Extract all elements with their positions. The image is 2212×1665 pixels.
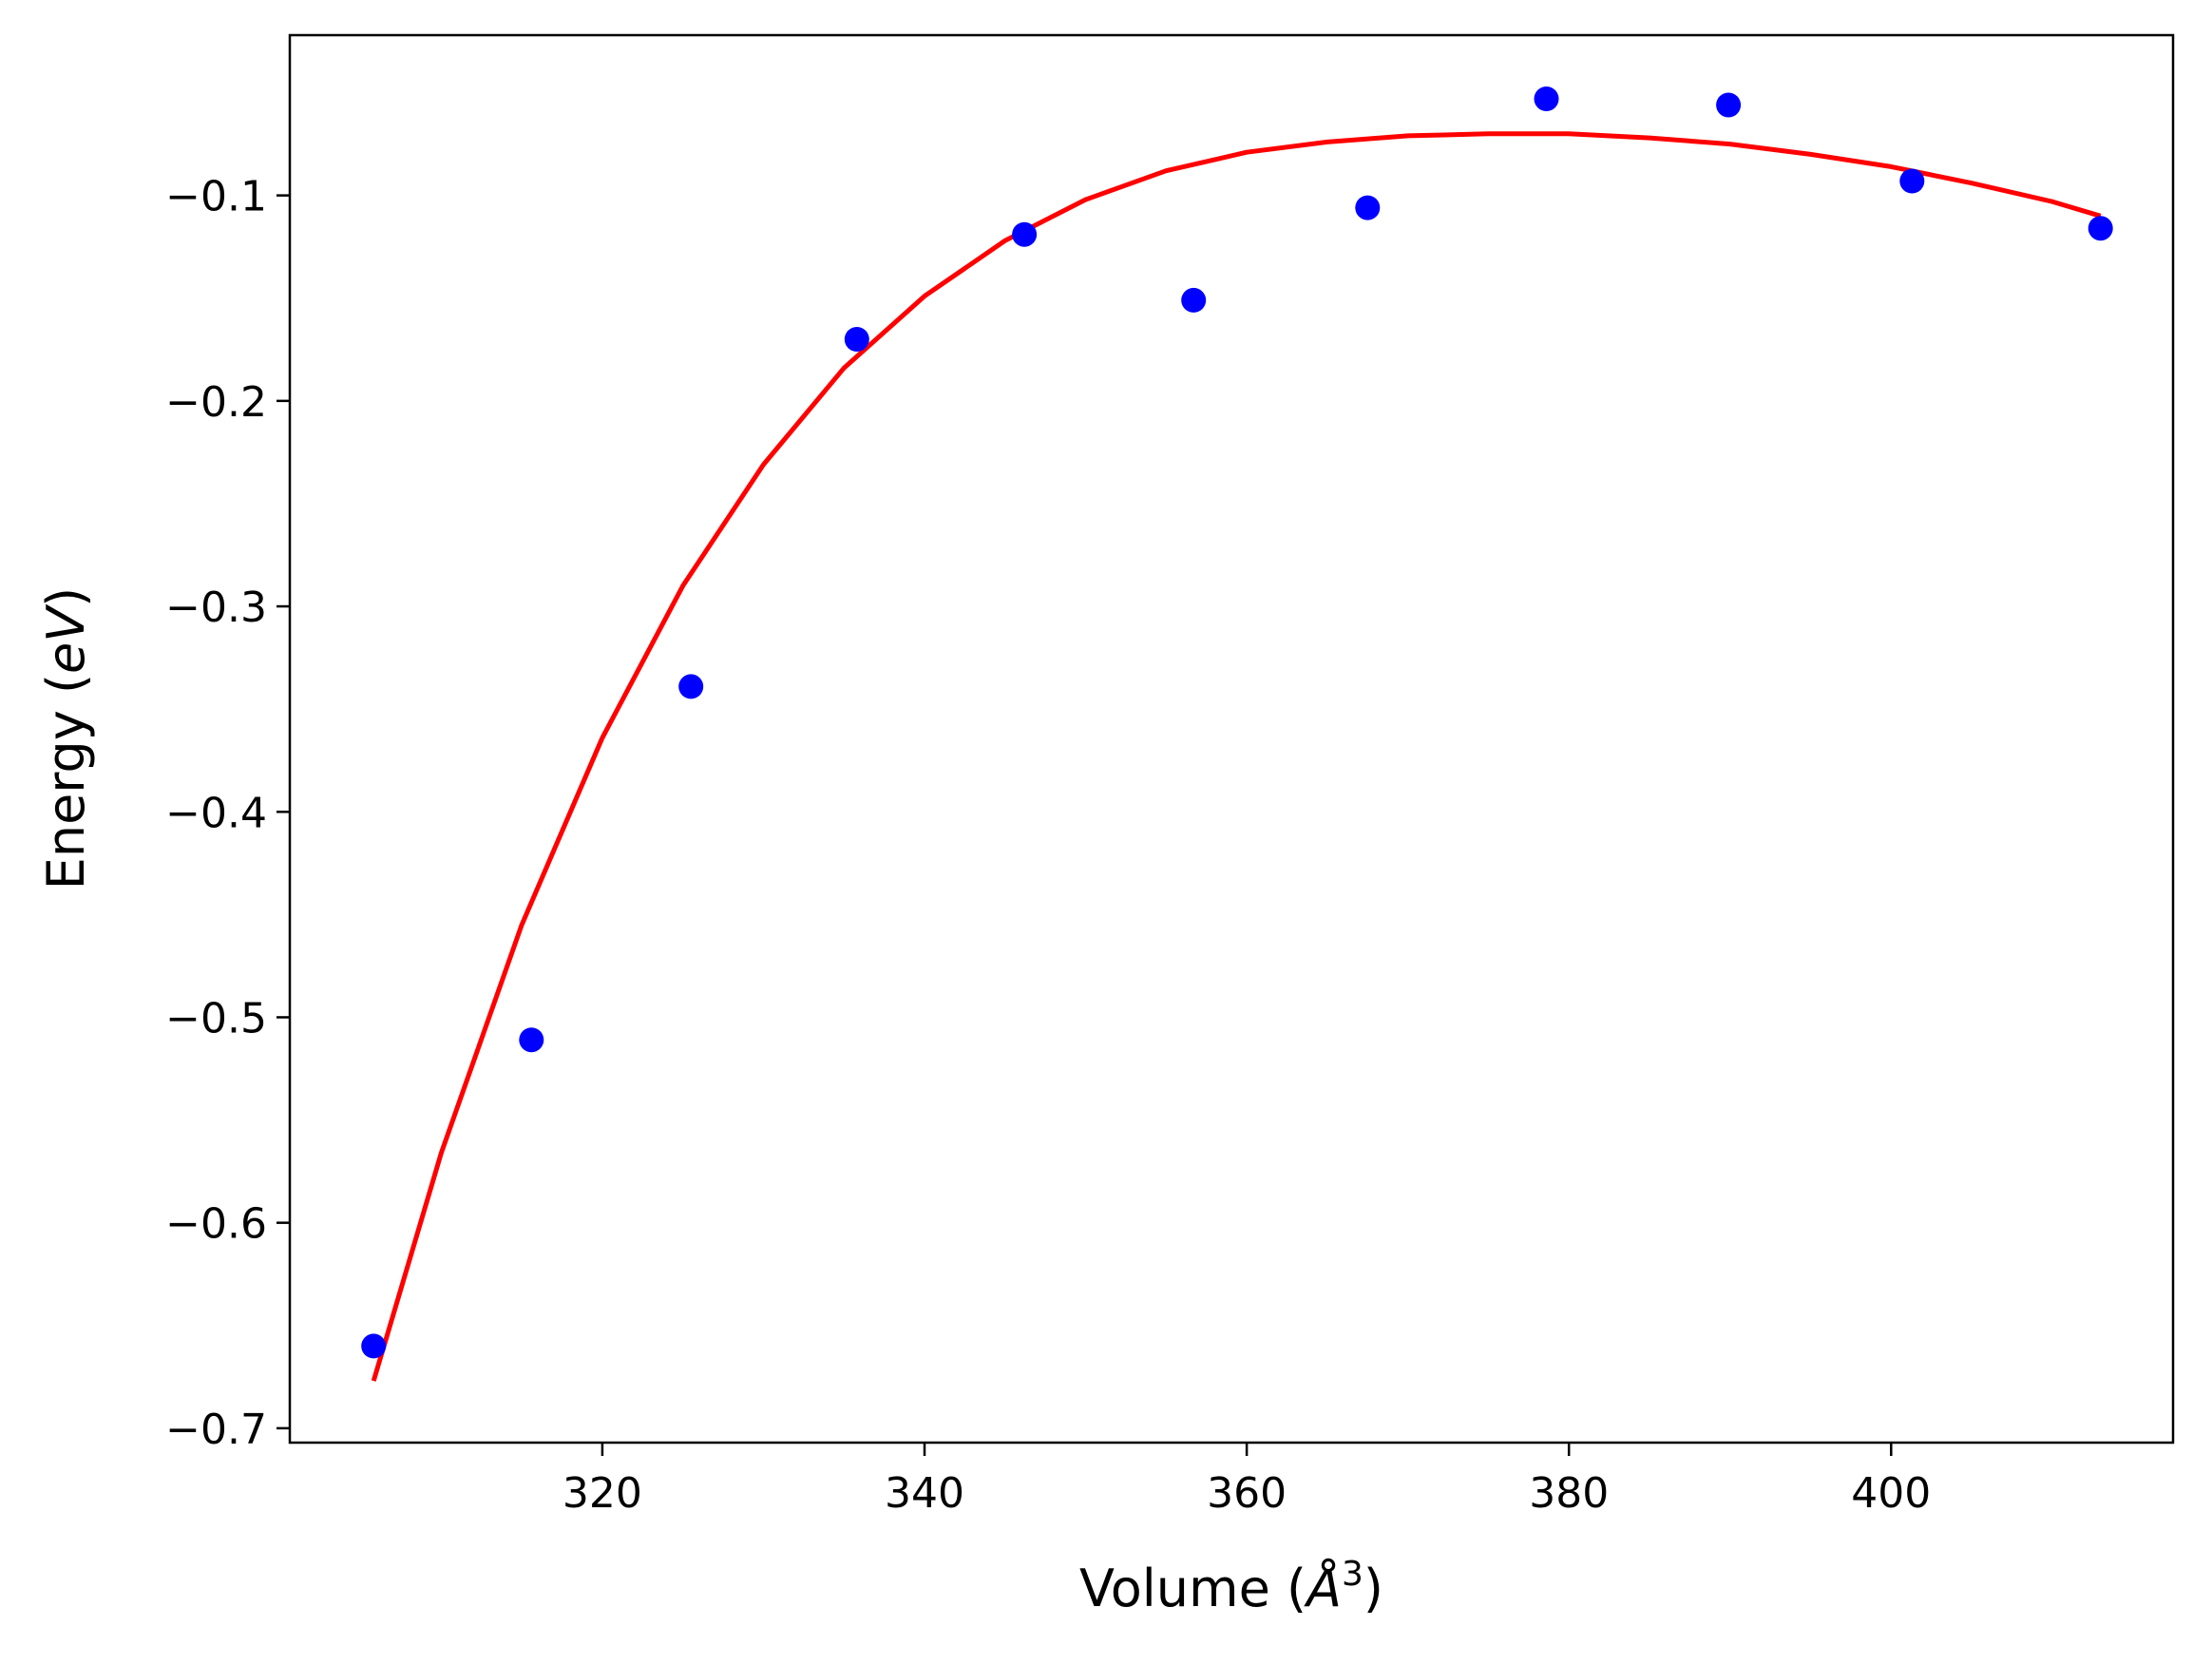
x-tick-label: 340 — [885, 1469, 964, 1518]
data-point-11 — [2088, 216, 2113, 241]
y-tick-label: −0.3 — [165, 584, 267, 632]
x-tick-label: 320 — [563, 1469, 642, 1518]
x-tick-label: 360 — [1207, 1469, 1287, 1518]
plot-frame — [288, 33, 2175, 1445]
y-tick-label: −0.6 — [165, 1200, 267, 1249]
data-point-1 — [361, 1333, 387, 1359]
y-axis-label-suffix: ) — [36, 587, 96, 607]
x-axis-label: Volume (Å3) — [1079, 1555, 1383, 1618]
data-point-2 — [519, 1027, 544, 1053]
x-axis-label-symbol: Å — [1304, 1558, 1342, 1618]
data-point-5 — [1012, 221, 1038, 247]
ticks-layer: 320 340 360 380 400 −0.1 −0.2 −0.3 −0.4 −0.5 −0.6 −… — [165, 173, 1931, 1518]
y-tick-label: −0.4 — [165, 789, 267, 837]
x-tick-label: 400 — [1851, 1469, 1931, 1518]
data-point-8 — [1534, 86, 1559, 111]
data-point-10 — [1899, 168, 1925, 194]
x-axis-label-suffix: ) — [1363, 1559, 1383, 1618]
fit-line — [371, 131, 2102, 1382]
y-tick-label: −0.7 — [165, 1406, 267, 1454]
y-axis-label-unit: eV — [36, 603, 96, 674]
x-axis-label-prefix: Volume ( — [1079, 1559, 1306, 1618]
y-tick-label: −0.5 — [165, 994, 267, 1043]
data-point-4 — [844, 327, 869, 352]
y-tick-label: −0.2 — [165, 378, 267, 427]
x-axis-label-exponent: 3 — [1342, 1555, 1363, 1594]
x-tick-label: 380 — [1529, 1469, 1609, 1518]
plot-layer — [361, 86, 2113, 1382]
data-point-3 — [678, 674, 704, 699]
y-axis-label: Energy (eV) — [36, 587, 96, 890]
y-tick-label: −0.1 — [165, 173, 267, 221]
y-axis-label-prefix: Energy ( — [36, 674, 96, 890]
data-point-9 — [1716, 92, 1742, 118]
data-point-6 — [1181, 287, 1207, 313]
data-point-7 — [1355, 195, 1381, 220]
